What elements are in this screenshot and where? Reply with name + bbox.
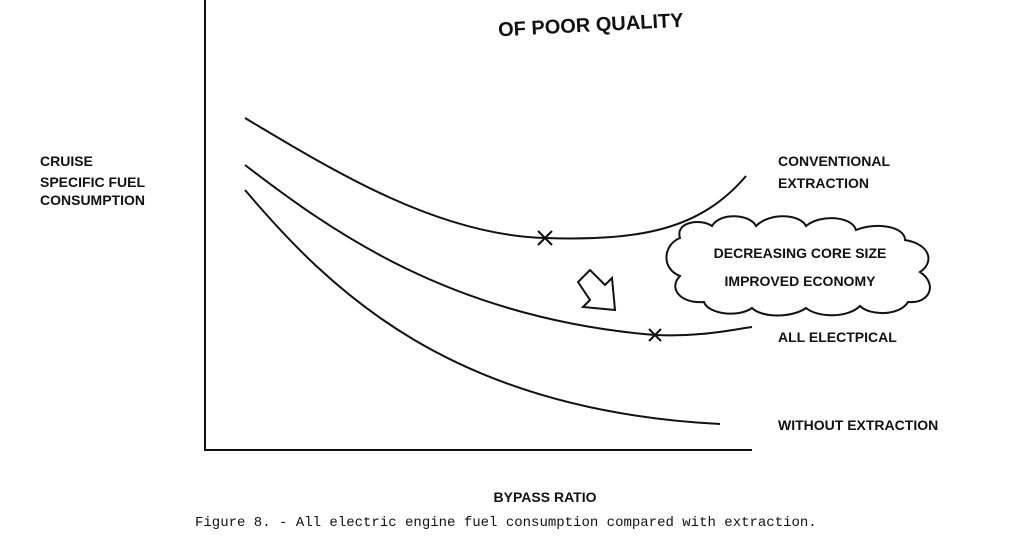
marker bbox=[648, 328, 662, 342]
y-axis-label: CRUISE bbox=[40, 153, 93, 169]
annotation-text: IMPROVED ECONOMY bbox=[725, 273, 877, 289]
arrow bbox=[576, 268, 617, 312]
conventional-curve bbox=[244, 117, 747, 240]
x-axis-label: BYPASS RATIO bbox=[494, 489, 597, 505]
y-axis-label: SPECIFIC FUEL bbox=[40, 174, 145, 190]
y-axis-label: CONSUMPTION bbox=[40, 192, 145, 208]
curve-label: ALL ELECTPICAL bbox=[778, 329, 897, 345]
marker bbox=[537, 230, 553, 246]
without-extraction-curve bbox=[244, 189, 721, 425]
curve-label: EXTRACTION bbox=[778, 175, 869, 191]
annotation-cloud bbox=[665, 215, 931, 317]
title: OF POOR QUALITY bbox=[498, 10, 685, 42]
curve-label: CONVENTIONAL bbox=[778, 153, 890, 169]
curve-label: WITHOUT EXTRACTION bbox=[778, 417, 938, 433]
annotation-text: DECREASING CORE SIZE bbox=[714, 245, 887, 261]
all-electrical-curve bbox=[244, 164, 753, 337]
caption: Figure 8. - All electric engine fuel con… bbox=[195, 515, 817, 531]
